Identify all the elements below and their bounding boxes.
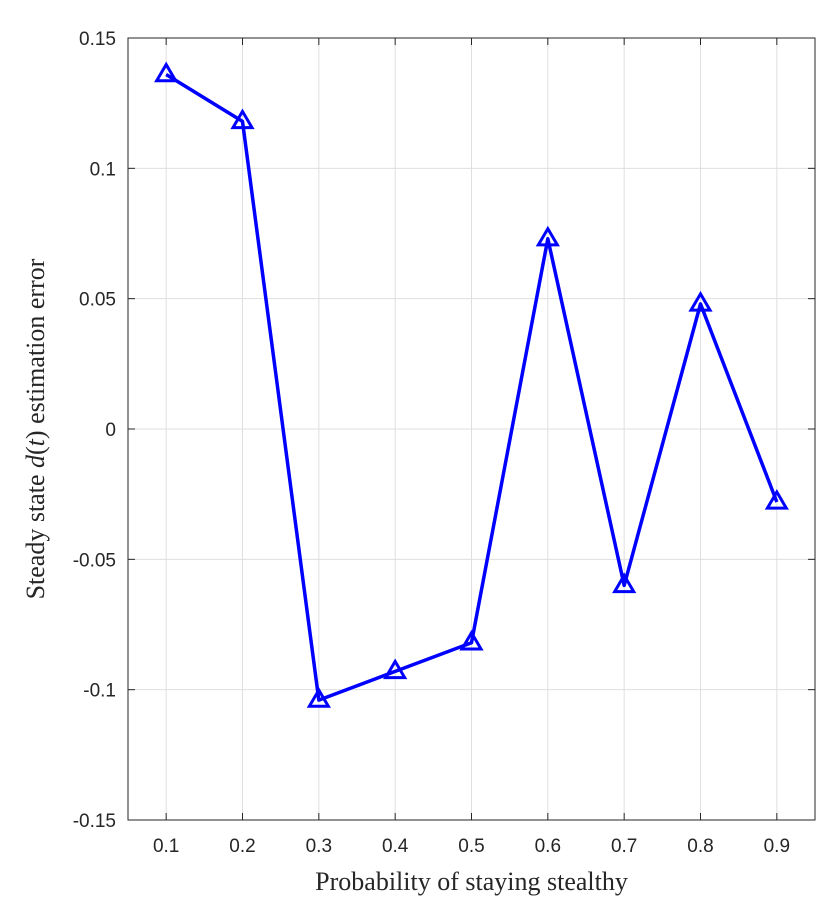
data-point-marker	[688, 290, 713, 312]
y-tick-label: 0.1	[90, 159, 116, 180]
data-point-marker	[154, 61, 179, 83]
data-point-marker	[535, 225, 560, 247]
x-tick-label: 0.8	[687, 836, 713, 857]
y-axis-label: Steady state d(t) estimation error	[21, 258, 50, 599]
x-tick-label: 0.6	[535, 836, 561, 857]
x-axis-label: Probability of staying stealthy	[315, 867, 628, 896]
data-point-marker	[306, 687, 331, 708]
series-line	[165, 73, 779, 702]
y-axis-label-part: d	[21, 454, 50, 468]
y-axis-label-part: )	[21, 430, 50, 439]
y-tick-label: 0.05	[79, 290, 116, 311]
series-layer	[154, 61, 789, 708]
y-axis-label-part: estimation error	[21, 258, 50, 430]
x-tick-label: 0.4	[382, 836, 409, 857]
data-point-marker	[230, 108, 255, 130]
data-point-marker	[383, 658, 408, 680]
y-axis-label-part: Steady state	[21, 468, 50, 599]
x-tick-label: 0.1	[153, 836, 179, 857]
y-tick-label: 0.15	[79, 29, 116, 50]
x-tick-label: 0.2	[229, 836, 255, 857]
data-point-marker	[612, 572, 637, 594]
y-axis-label-part: t	[21, 438, 50, 446]
data-point-marker	[764, 489, 789, 510]
y-tick-label: 0	[105, 420, 116, 441]
data-point-marker	[459, 629, 484, 651]
axis-ticks: 0.1 0.2 0.3 0.4 0.5 0.6 0.7 0.8 0.9 0.15 0.1 0.05 0 -…	[73, 29, 815, 857]
x-tick-label: 0.7	[611, 836, 637, 857]
y-axis-label-part: (	[21, 446, 50, 455]
y-tick-label: -0.1	[83, 681, 116, 702]
y-tick-label: -0.15	[73, 811, 116, 832]
x-tick-label: 0.3	[306, 836, 332, 857]
y-tick-label: -0.05	[73, 550, 116, 571]
x-tick-label: 0.9	[764, 836, 790, 857]
x-tick-label: 0.5	[458, 836, 484, 857]
